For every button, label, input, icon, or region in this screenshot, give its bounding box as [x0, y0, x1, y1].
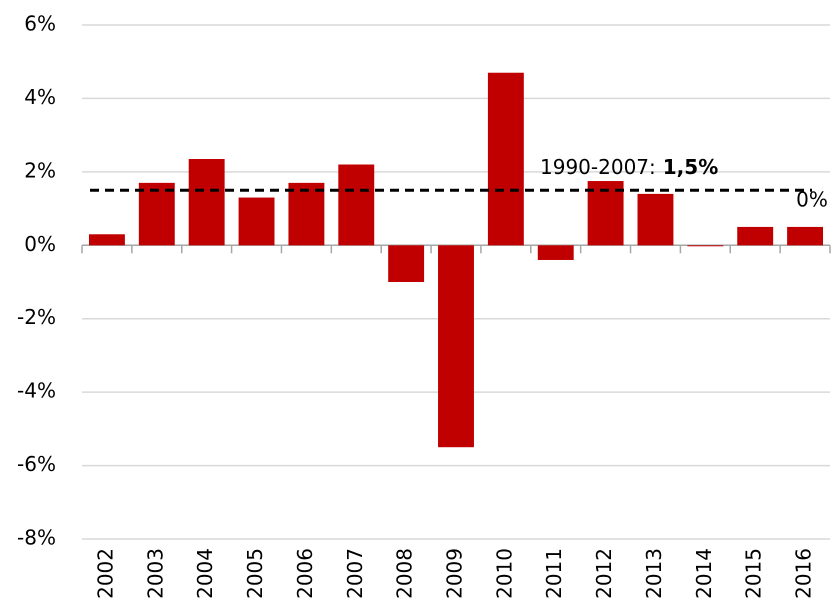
x-tick-label: 2005 [243, 548, 267, 599]
y-tick-label: -2% [17, 305, 56, 329]
bar [637, 193, 674, 246]
bar [687, 245, 724, 247]
bar [238, 197, 275, 246]
reference-label-text: 1990-2007: [540, 155, 656, 179]
x-tick-label: 2016 [792, 548, 816, 599]
x-tick-label: 2010 [492, 548, 516, 599]
x-tick-label: 2013 [642, 548, 666, 599]
x-tick-label: 2002 [93, 548, 117, 599]
y-tick-label: -4% [17, 379, 56, 403]
y-tick-label: 2% [24, 158, 56, 182]
bar [88, 234, 125, 246]
x-tick-label: 2006 [293, 548, 317, 599]
x-tick-label: 2011 [542, 548, 566, 599]
x-tick-label: 2009 [443, 548, 467, 599]
x-tick-label: 2004 [193, 548, 217, 599]
y-tick-label: -8% [17, 526, 56, 550]
x-tick-label: 2003 [143, 548, 167, 599]
y-tick-label: 0% [24, 232, 56, 256]
bar [537, 245, 574, 260]
y-tick-label: 4% [24, 85, 56, 109]
bar [737, 226, 774, 246]
annotation: 0% [796, 188, 828, 212]
x-tick-label: 2008 [393, 548, 417, 599]
bar [338, 164, 375, 246]
y-tick-label: 6% [24, 12, 56, 36]
bar [188, 159, 225, 246]
y-tick-label: -6% [17, 452, 56, 476]
bar [587, 181, 624, 246]
bar [787, 226, 824, 246]
bar [438, 245, 474, 448]
bar [487, 72, 524, 246]
x-tick-label: 2014 [692, 548, 716, 599]
reference-label: 1990-2007: 1,5% [540, 155, 718, 179]
x-tick-label: 2012 [592, 548, 616, 599]
bar [138, 182, 175, 246]
x-tick-label: 2007 [343, 548, 367, 599]
bar [288, 182, 325, 246]
x-tick-label: 2015 [742, 548, 766, 599]
reference-value-label: 1,5% [663, 155, 718, 179]
bar [388, 245, 425, 282]
